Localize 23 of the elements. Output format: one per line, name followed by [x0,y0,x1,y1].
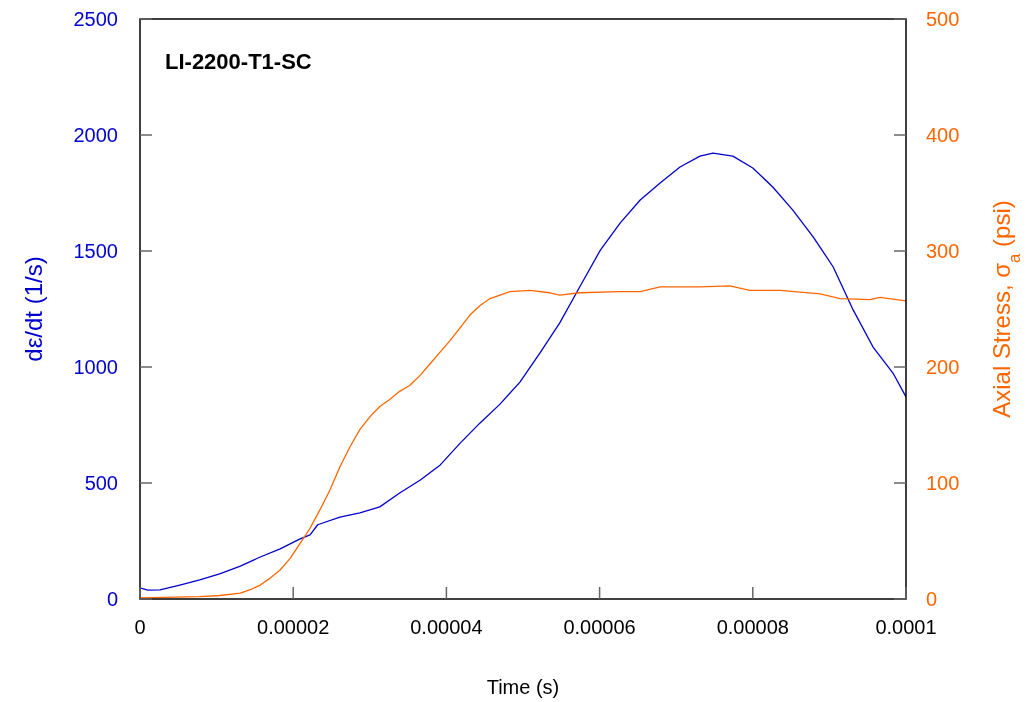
line-series [140,152,906,591]
x-tick-label: 0.00006 [563,616,636,638]
y-tick-label: 1500 [73,240,118,262]
y2-tick-label: 400 [926,124,960,146]
x-tick-label: 0.00004 [410,616,483,638]
y2-tick-label: 100 [926,472,960,494]
x-axis-title: Time (s) [486,676,560,698]
text: LI-2200-T1-SC [165,49,312,74]
y2-tick-label: 500 [926,8,960,30]
y2-tick-label: 0 [926,588,938,610]
y-tick-label: 0 [106,588,118,610]
line-series [140,285,906,599]
x-tick-label: 0.0001 [875,616,937,638]
y-tick-label: 2500 [73,8,118,30]
x-tick-label: 0.00002 [257,616,330,638]
x-tick-label: 0.00008 [716,616,789,638]
y2-tick-label: 200 [926,356,960,378]
y-axis-title: dε/dt (1/s) [20,256,47,362]
y2-tick-label: 300 [926,240,960,262]
y-tick-label: 2000 [73,124,118,146]
x-tick-label: 0 [134,616,146,638]
y-tick-label: 1000 [73,356,118,378]
y-tick-label: 500 [84,472,118,494]
